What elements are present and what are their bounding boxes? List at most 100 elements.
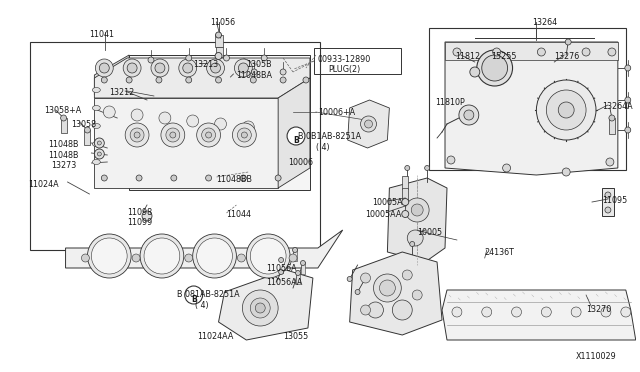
Circle shape [237, 254, 245, 262]
Circle shape [134, 132, 140, 138]
Text: 13264A: 13264A [602, 102, 632, 111]
Circle shape [609, 115, 615, 121]
Circle shape [99, 63, 109, 73]
Text: 13270: 13270 [586, 305, 611, 314]
Circle shape [365, 120, 372, 128]
Circle shape [101, 175, 108, 181]
Bar [403, 176, 408, 189]
Polygon shape [278, 78, 310, 188]
Circle shape [280, 69, 286, 75]
Circle shape [92, 238, 127, 274]
Polygon shape [445, 42, 618, 60]
Circle shape [250, 298, 270, 318]
Ellipse shape [92, 160, 100, 164]
Text: 1305B: 1305B [246, 60, 272, 69]
Circle shape [410, 241, 415, 247]
Circle shape [477, 50, 513, 86]
Circle shape [237, 128, 252, 142]
Text: 11048B: 11048B [47, 151, 78, 160]
Circle shape [380, 280, 396, 296]
Circle shape [81, 254, 90, 262]
Circle shape [205, 175, 212, 181]
Circle shape [207, 59, 225, 77]
Circle shape [275, 175, 281, 181]
Text: 11044: 11044 [227, 210, 252, 219]
Circle shape [186, 55, 192, 61]
Polygon shape [445, 42, 618, 175]
Circle shape [625, 127, 631, 133]
Text: 10006: 10006 [288, 158, 313, 167]
Bar [609, 118, 615, 134]
Circle shape [171, 175, 177, 181]
Circle shape [148, 57, 154, 63]
Circle shape [125, 123, 149, 147]
Circle shape [405, 198, 429, 222]
Circle shape [255, 303, 265, 313]
Circle shape [186, 77, 192, 83]
Circle shape [246, 234, 290, 278]
Polygon shape [349, 252, 442, 335]
Text: 11041: 11041 [90, 30, 115, 39]
Polygon shape [94, 98, 278, 188]
Circle shape [392, 300, 412, 320]
Circle shape [360, 116, 376, 132]
Circle shape [144, 238, 180, 274]
Circle shape [216, 32, 221, 38]
Text: 11056: 11056 [211, 18, 236, 27]
Circle shape [453, 48, 461, 56]
Circle shape [278, 269, 284, 275]
Circle shape [223, 55, 230, 61]
Circle shape [179, 59, 196, 77]
Circle shape [403, 270, 412, 280]
Circle shape [571, 307, 581, 317]
Bar [279, 248, 283, 261]
Circle shape [511, 307, 522, 317]
Circle shape [161, 123, 185, 147]
Circle shape [215, 52, 222, 60]
Circle shape [464, 110, 474, 120]
Circle shape [261, 55, 268, 61]
Circle shape [292, 247, 298, 253]
Text: 11048B: 11048B [47, 140, 78, 149]
Circle shape [355, 289, 360, 295]
Circle shape [360, 305, 371, 315]
Polygon shape [348, 100, 389, 148]
Circle shape [243, 290, 278, 326]
Text: 11098: 11098 [127, 208, 152, 217]
Circle shape [402, 211, 409, 218]
Text: 13264: 13264 [532, 18, 557, 27]
Text: 10006+A: 10006+A [318, 108, 355, 117]
Polygon shape [94, 55, 129, 95]
Bar [314, 48, 401, 74]
Circle shape [558, 102, 574, 118]
Text: 10005AA: 10005AA [365, 210, 402, 219]
Circle shape [289, 254, 297, 262]
Circle shape [185, 286, 203, 304]
Text: B: B [191, 295, 196, 304]
Bar [429, 28, 626, 170]
Circle shape [565, 39, 571, 45]
Circle shape [170, 132, 176, 138]
Circle shape [252, 69, 257, 75]
Circle shape [541, 307, 551, 317]
Circle shape [412, 204, 423, 216]
Circle shape [482, 55, 508, 81]
Circle shape [404, 166, 410, 170]
Text: X1110029: X1110029 [576, 352, 617, 361]
Text: 15255: 15255 [491, 52, 516, 61]
Circle shape [94, 138, 104, 148]
Circle shape [621, 307, 631, 317]
Text: PLUG(2): PLUG(2) [328, 65, 360, 74]
Circle shape [493, 48, 500, 56]
Text: 24136T: 24136T [484, 248, 515, 257]
Circle shape [452, 307, 462, 317]
Circle shape [202, 128, 216, 142]
Polygon shape [65, 230, 342, 268]
Bar [84, 130, 90, 145]
Circle shape [278, 257, 284, 263]
Circle shape [95, 59, 113, 77]
Text: 11048BB: 11048BB [216, 175, 253, 184]
Circle shape [185, 254, 193, 262]
Circle shape [536, 80, 596, 140]
Circle shape [287, 127, 305, 145]
